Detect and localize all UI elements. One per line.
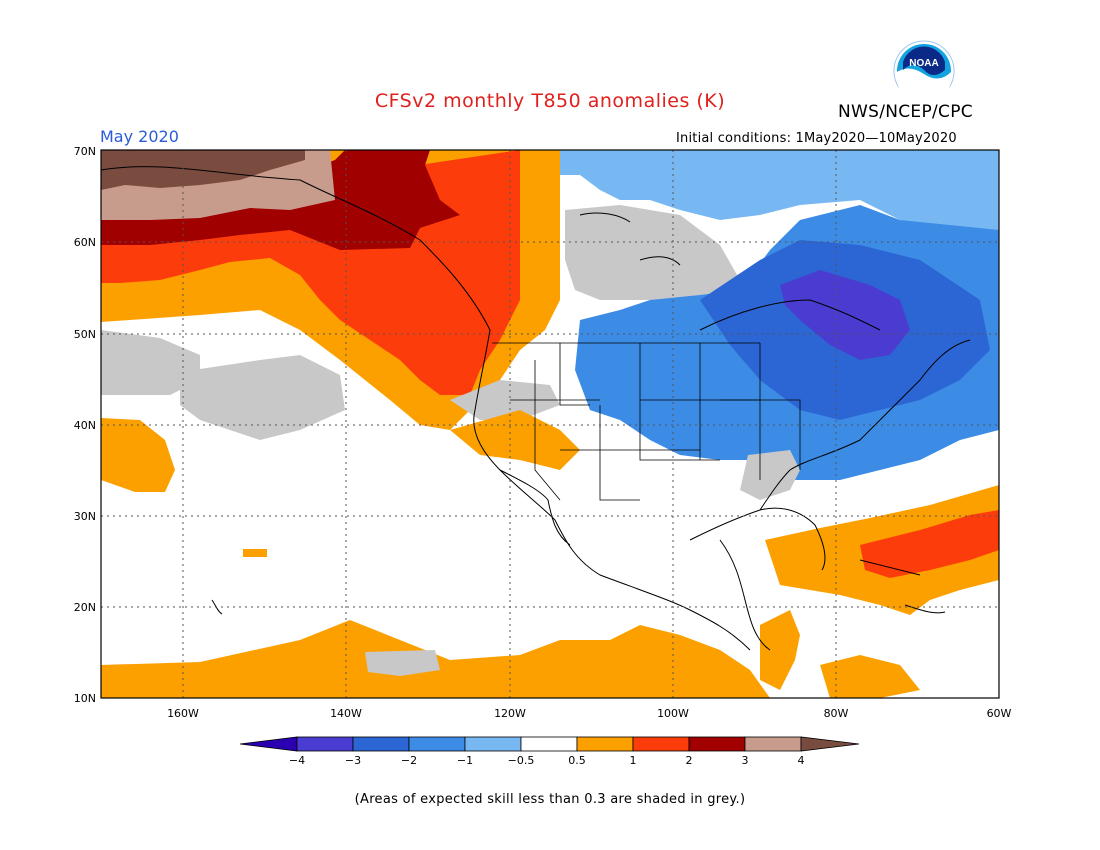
grey-low-skill-california <box>450 380 560 420</box>
colorbar-tick-label: −0.5 <box>508 754 535 767</box>
colorbar-swatch <box>688 736 746 752</box>
organization-label: NWS/NCEP/CPC <box>838 102 973 122</box>
noaa-logo: NOAA <box>893 40 955 102</box>
grey-low-skill-nunavut <box>565 205 740 300</box>
lat-label: 40N <box>74 419 96 432</box>
red-anomaly-atlantic <box>860 510 999 578</box>
colorbar-tick-label: 3 <box>742 754 749 767</box>
lat-label: 30N <box>74 510 96 523</box>
initial-conditions: Initial conditions: 1May2020—10May2020 <box>676 131 957 146</box>
colorbar-tick-label: 1 <box>630 754 637 767</box>
lat-label: 20N <box>74 601 96 614</box>
grey-low-skill-southeast <box>740 450 800 500</box>
longitude-labels: 160W 140W 120W 100W 80W 60W <box>167 707 1011 720</box>
latitude-labels: 70N 60N 50N 40N 30N 20N 10N <box>74 145 96 705</box>
colorbar-tick-label: −1 <box>457 754 473 767</box>
grey-low-skill-pacific-2 <box>180 355 345 440</box>
colorbar-tick-label: 0.5 <box>568 754 586 767</box>
lat-label: 10N <box>74 692 96 705</box>
colorbar-tick-label: −4 <box>289 754 305 767</box>
colorbar-swatch <box>744 736 802 752</box>
colorbar: −4 −3 −2 −1 −0.5 0.5 1 2 3 4 <box>239 736 860 767</box>
colorbar-swatch <box>632 736 690 752</box>
purple-anomaly-hudson-bay <box>780 270 910 360</box>
colorbar-arrow-high <box>800 736 860 752</box>
orange-anomaly-california <box>450 410 580 470</box>
political-borders <box>492 342 801 501</box>
forecast-period: May 2020 <box>100 127 179 146</box>
graticule <box>101 150 999 698</box>
orange-anomaly-small-patch <box>243 549 267 557</box>
noaa-logo-text: NOAA <box>909 58 938 69</box>
lon-label: 60W <box>987 707 1012 720</box>
colorbar-tick-label: 2 <box>686 754 693 767</box>
colorbar-arrow-low <box>239 736 298 752</box>
orange-anomaly-hawaii-region <box>101 418 175 492</box>
lon-label: 140W <box>330 707 362 720</box>
lon-label: 80W <box>824 707 849 720</box>
colorbar-swatch <box>576 736 634 752</box>
lat-label: 50N <box>74 328 96 341</box>
colorbar-swatch <box>464 736 522 752</box>
colorbar-tick-label: 4 <box>798 754 805 767</box>
colorbar-tick-label: −2 <box>401 754 417 767</box>
skill-footnote: (Areas of expected skill less than 0.3 a… <box>354 792 746 807</box>
colorbar-swatch <box>296 736 354 752</box>
grey-low-skill-pacific-1 <box>101 330 200 395</box>
map-title: CFSv2 monthly T850 anomalies (K) <box>374 90 726 112</box>
colorbar-swatch <box>408 736 466 752</box>
colorbar-tick-label: −3 <box>345 754 361 767</box>
grey-low-skill-tropical <box>365 650 440 676</box>
orange-anomaly-east-pacific-small <box>820 655 920 698</box>
lat-label: 60N <box>74 236 96 249</box>
colorbar-swatch <box>520 736 578 752</box>
lat-label: 70N <box>74 145 96 158</box>
colorbar-swatch <box>352 736 410 752</box>
orange-anomaly-central-america <box>760 610 800 690</box>
map-frame <box>100 149 1000 699</box>
paleblue-anomaly-arctic-east <box>560 150 999 230</box>
lon-label: 100W <box>657 707 689 720</box>
lon-label: 160W <box>167 707 199 720</box>
coastlines <box>101 166 971 651</box>
lon-label: 120W <box>494 707 526 720</box>
